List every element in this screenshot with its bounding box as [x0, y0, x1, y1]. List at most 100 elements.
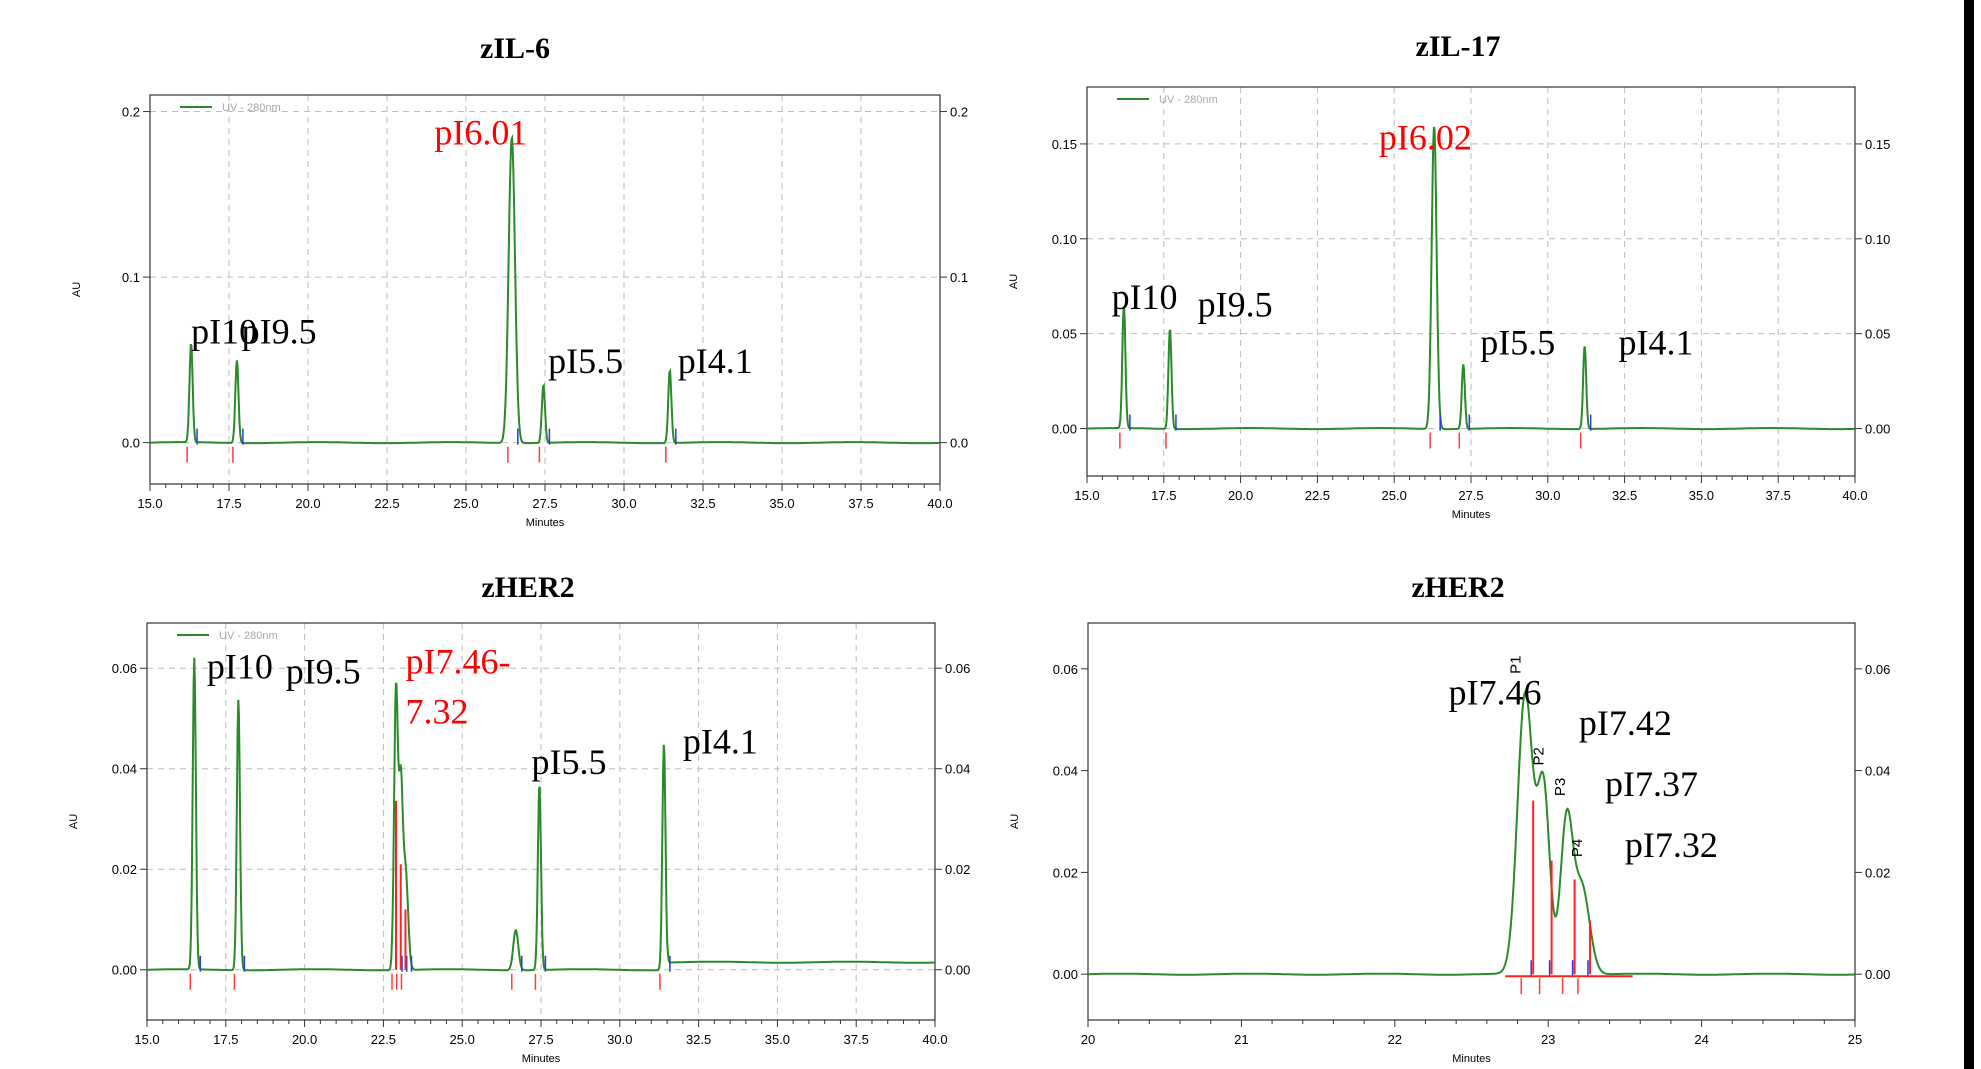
y-tick-label-left: 0.15: [1052, 137, 1077, 152]
y-tick-label-right: 0.02: [945, 862, 970, 877]
peak-label: P1: [1508, 656, 1525, 674]
pi-annotation: pI4.1: [1618, 323, 1693, 363]
y-tick-label-left: 0.04: [112, 762, 137, 777]
y-tick-label-right: 0.05: [1865, 327, 1890, 342]
y-tick-label-left: 0.10: [1052, 232, 1077, 247]
y-tick-label-right: 0.04: [945, 762, 970, 777]
x-tick-label: 25.0: [1382, 488, 1407, 503]
x-tick-label: 20.0: [1228, 488, 1253, 503]
x-tick-label: 17.5: [213, 1032, 238, 1047]
y-tick-label-left: 0.00: [1052, 422, 1077, 437]
y-axis-label: AU: [1008, 274, 1020, 289]
chart-title: zIL-6: [480, 32, 550, 65]
pi-annotation: pI9.5: [1198, 285, 1273, 325]
y-axis-label: AU: [1009, 814, 1021, 829]
pi-annotation: pI5.5: [532, 742, 607, 782]
x-tick-label: 37.5: [848, 496, 873, 511]
x-tick-label: 20: [1081, 1032, 1095, 1047]
chart-zil17: zIL-17 15.0 17.5 20.0 22.5 25.0 27.5 30.0 32.5 35…: [1008, 30, 1890, 521]
x-tick-label: 24: [1694, 1032, 1708, 1047]
y-tick-label-right: 0.10: [1865, 232, 1890, 247]
x-tick-label: 37.5: [1766, 488, 1791, 503]
x-tick-label: 25.0: [453, 496, 478, 511]
y-tick-label-left: 0.1: [122, 270, 140, 285]
x-tick-label: 30.0: [607, 1032, 632, 1047]
x-tick-label: 27.5: [532, 496, 557, 511]
x-axis-label: Minutes: [1452, 509, 1491, 521]
y-axis-label: AU: [71, 282, 83, 297]
x-tick-label: 40.0: [922, 1032, 947, 1047]
page-edge-bar: [1964, 0, 1974, 1069]
y-tick-label-left: 0.06: [112, 661, 137, 676]
chart-title: zHER2: [481, 571, 574, 604]
chart-title: zHER2: [1411, 571, 1504, 604]
pi-annotation: 7.32: [405, 692, 468, 732]
legend-label: UV - 280nm: [1159, 94, 1218, 106]
x-axis-label: Minutes: [526, 517, 565, 529]
x-tick-label: 22.5: [374, 496, 399, 511]
y-tick-label-left: 0.2: [122, 105, 140, 120]
x-tick-label: 32.5: [690, 496, 715, 511]
x-tick-label: 35.0: [769, 496, 794, 511]
x-tick-label: 35.0: [765, 1032, 790, 1047]
y-tick-label-right: 0.00: [945, 963, 970, 978]
x-tick-label: 40.0: [927, 496, 952, 511]
x-tick-label: 17.5: [1151, 488, 1176, 503]
chart-title: zIL-17: [1416, 30, 1501, 63]
legend-label: UV - 280nm: [222, 102, 281, 114]
x-tick-label: 22.5: [371, 1032, 396, 1047]
chart-zher2-full: zHER2 15.0 17.5 20.0 22.5 25.0 27.5 30.0 32.5 35.…: [68, 571, 970, 1065]
x-tick-label: 35.0: [1689, 488, 1714, 503]
x-tick-label: 22: [1388, 1032, 1402, 1047]
x-axis-label: Minutes: [522, 1053, 561, 1065]
pi-annotation: pI10: [207, 646, 273, 686]
y-tick-label-left: 0.05: [1052, 327, 1077, 342]
y-tick-label-right: 0.06: [945, 661, 970, 676]
y-tick-label-left: 0.00: [112, 963, 137, 978]
peak-label: P3: [1552, 778, 1569, 796]
x-tick-label: 23: [1541, 1032, 1555, 1047]
y-tick-label-left: 0.00: [1053, 967, 1078, 982]
pi-annotation: pI7.46: [1448, 672, 1541, 712]
plot-frame: [1087, 622, 1856, 1021]
chart-zher2-zoom: zHER2 20 21 22 23 24 25 Minutes 0.00 0.00 0.02 0.02…: [1009, 571, 1890, 1065]
series-line: [147, 657, 935, 972]
x-tick-label: 20.0: [292, 1032, 317, 1047]
x-tick-label: 27.5: [528, 1032, 553, 1047]
x-tick-label: 40.0: [1842, 488, 1867, 503]
pi-annotation: pI4.1: [683, 722, 758, 762]
pi-annotation: pI9.5: [242, 311, 317, 351]
pi-annotation: pI7.37: [1605, 764, 1698, 804]
pi-annotation: pI7.46-: [405, 641, 510, 681]
pi-annotation: pI10: [191, 311, 257, 351]
chart-zil6: zIL-6 15.0 17.5 20.0 22.5 25.0 27.5 30.0 32.5 35.…: [71, 32, 968, 529]
y-tick-label-right: 0.00: [1865, 422, 1890, 437]
y-tick-label-left: 0.06: [1053, 662, 1078, 677]
pi-annotation: pI5.5: [1480, 323, 1555, 363]
x-tick-label: 25.0: [450, 1032, 475, 1047]
pi-annotation: pI10: [1112, 277, 1178, 317]
x-tick-label: 20.0: [295, 496, 320, 511]
y-tick-label-right: 0.2: [950, 105, 968, 120]
x-tick-label: 25: [1848, 1032, 1862, 1047]
pi-annotation: pI7.42: [1579, 703, 1672, 743]
x-tick-label: 21: [1234, 1032, 1248, 1047]
y-tick-label-right: 0.04: [1865, 764, 1890, 779]
series-line: [1088, 690, 1855, 976]
series-line: [150, 134, 940, 445]
x-tick-label: 30.0: [611, 496, 636, 511]
y-axis-label: AU: [68, 814, 80, 829]
y-tick-label-right: 0.15: [1865, 137, 1890, 152]
x-tick-label: 22.5: [1305, 488, 1330, 503]
y-tick-label-left: 0.02: [112, 862, 137, 877]
pi-annotation: pI5.5: [548, 341, 623, 381]
pi-annotation: pI6.01: [434, 113, 527, 153]
x-tick-label: 32.5: [686, 1032, 711, 1047]
y-tick-label-right: 0.0: [950, 436, 968, 451]
y-tick-label-right: 0.02: [1865, 865, 1890, 880]
pi-annotation: pI7.32: [1625, 825, 1718, 865]
y-tick-label-left: 0.02: [1053, 865, 1078, 880]
peak-label: P4: [1569, 839, 1586, 857]
x-tick-label: 15.0: [134, 1032, 159, 1047]
x-tick-label: 37.5: [844, 1032, 869, 1047]
